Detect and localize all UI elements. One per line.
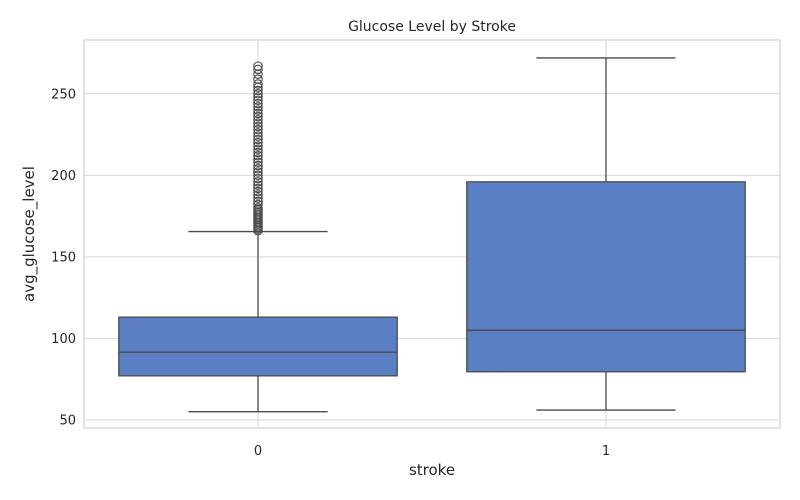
outlier-point: [253, 150, 263, 161]
box-group-0: [118, 61, 398, 413]
outlier-point: [253, 74, 263, 84]
outlier-point: [253, 124, 263, 135]
outlier-point: [253, 134, 263, 145]
outlier-point: [253, 85, 263, 96]
x-tick-label: 1: [602, 444, 610, 459]
outlier-point: [253, 105, 263, 115]
outlier-point: [253, 79, 263, 89]
y-tick-label: 250: [51, 87, 76, 102]
y-tick-label: 50: [59, 413, 76, 428]
outlier-point: [253, 186, 263, 197]
outlier-point: [253, 144, 263, 154]
y-tick-labels: 50 100 150 200 250: [51, 87, 76, 428]
outlier-point: [253, 131, 263, 141]
outlier-point: [253, 199, 263, 210]
outlier-point: [253, 115, 263, 125]
y-tick-label: 150: [51, 250, 76, 265]
outlier-point: [253, 180, 263, 190]
outlier-point: [253, 111, 263, 122]
x-tick-label: 0: [254, 444, 262, 459]
y-axis-label: avg_glucose_level: [20, 166, 39, 302]
box-group-1: [466, 57, 746, 411]
outlier-point: [253, 164, 263, 174]
outlier-point: [253, 190, 263, 200]
outlier-point: [253, 147, 263, 158]
outlier-point: [253, 118, 263, 128]
outlier-point: [253, 154, 263, 164]
outlier-point: [253, 193, 263, 203]
outlier-point: [253, 102, 263, 112]
outlier-point: [253, 170, 263, 181]
iqr-box: [466, 181, 746, 373]
outlier-point: [253, 108, 263, 119]
outlier-point: [253, 173, 263, 184]
plot-frame: [83, 39, 781, 429]
outlier-point: [253, 128, 263, 138]
outlier-point: [253, 89, 263, 99]
outlier-point: [253, 167, 263, 177]
box-series: [118, 57, 746, 413]
outlier-point: [253, 157, 263, 168]
outlier-point: [253, 160, 263, 171]
y-tick-label: 100: [51, 332, 76, 347]
outlier-point: [253, 64, 263, 75]
outlier-point: [253, 203, 263, 213]
outlier-point: [253, 61, 263, 71]
outlier-point: [253, 121, 263, 132]
outlier-point: [253, 92, 263, 102]
y-tick-label: 200: [51, 169, 76, 184]
outlier-point: [253, 137, 263, 148]
outlier-point: [253, 183, 263, 194]
x-axis-label: stroke: [409, 461, 455, 479]
outlier-point: [253, 98, 263, 109]
chart-title: Glucose Level by Stroke: [348, 19, 516, 35]
outlier-point: [253, 177, 263, 187]
outlier-point: [253, 141, 263, 151]
outlier-point: [253, 196, 263, 207]
iqr-box: [118, 316, 398, 377]
outlier-point: [253, 95, 263, 106]
